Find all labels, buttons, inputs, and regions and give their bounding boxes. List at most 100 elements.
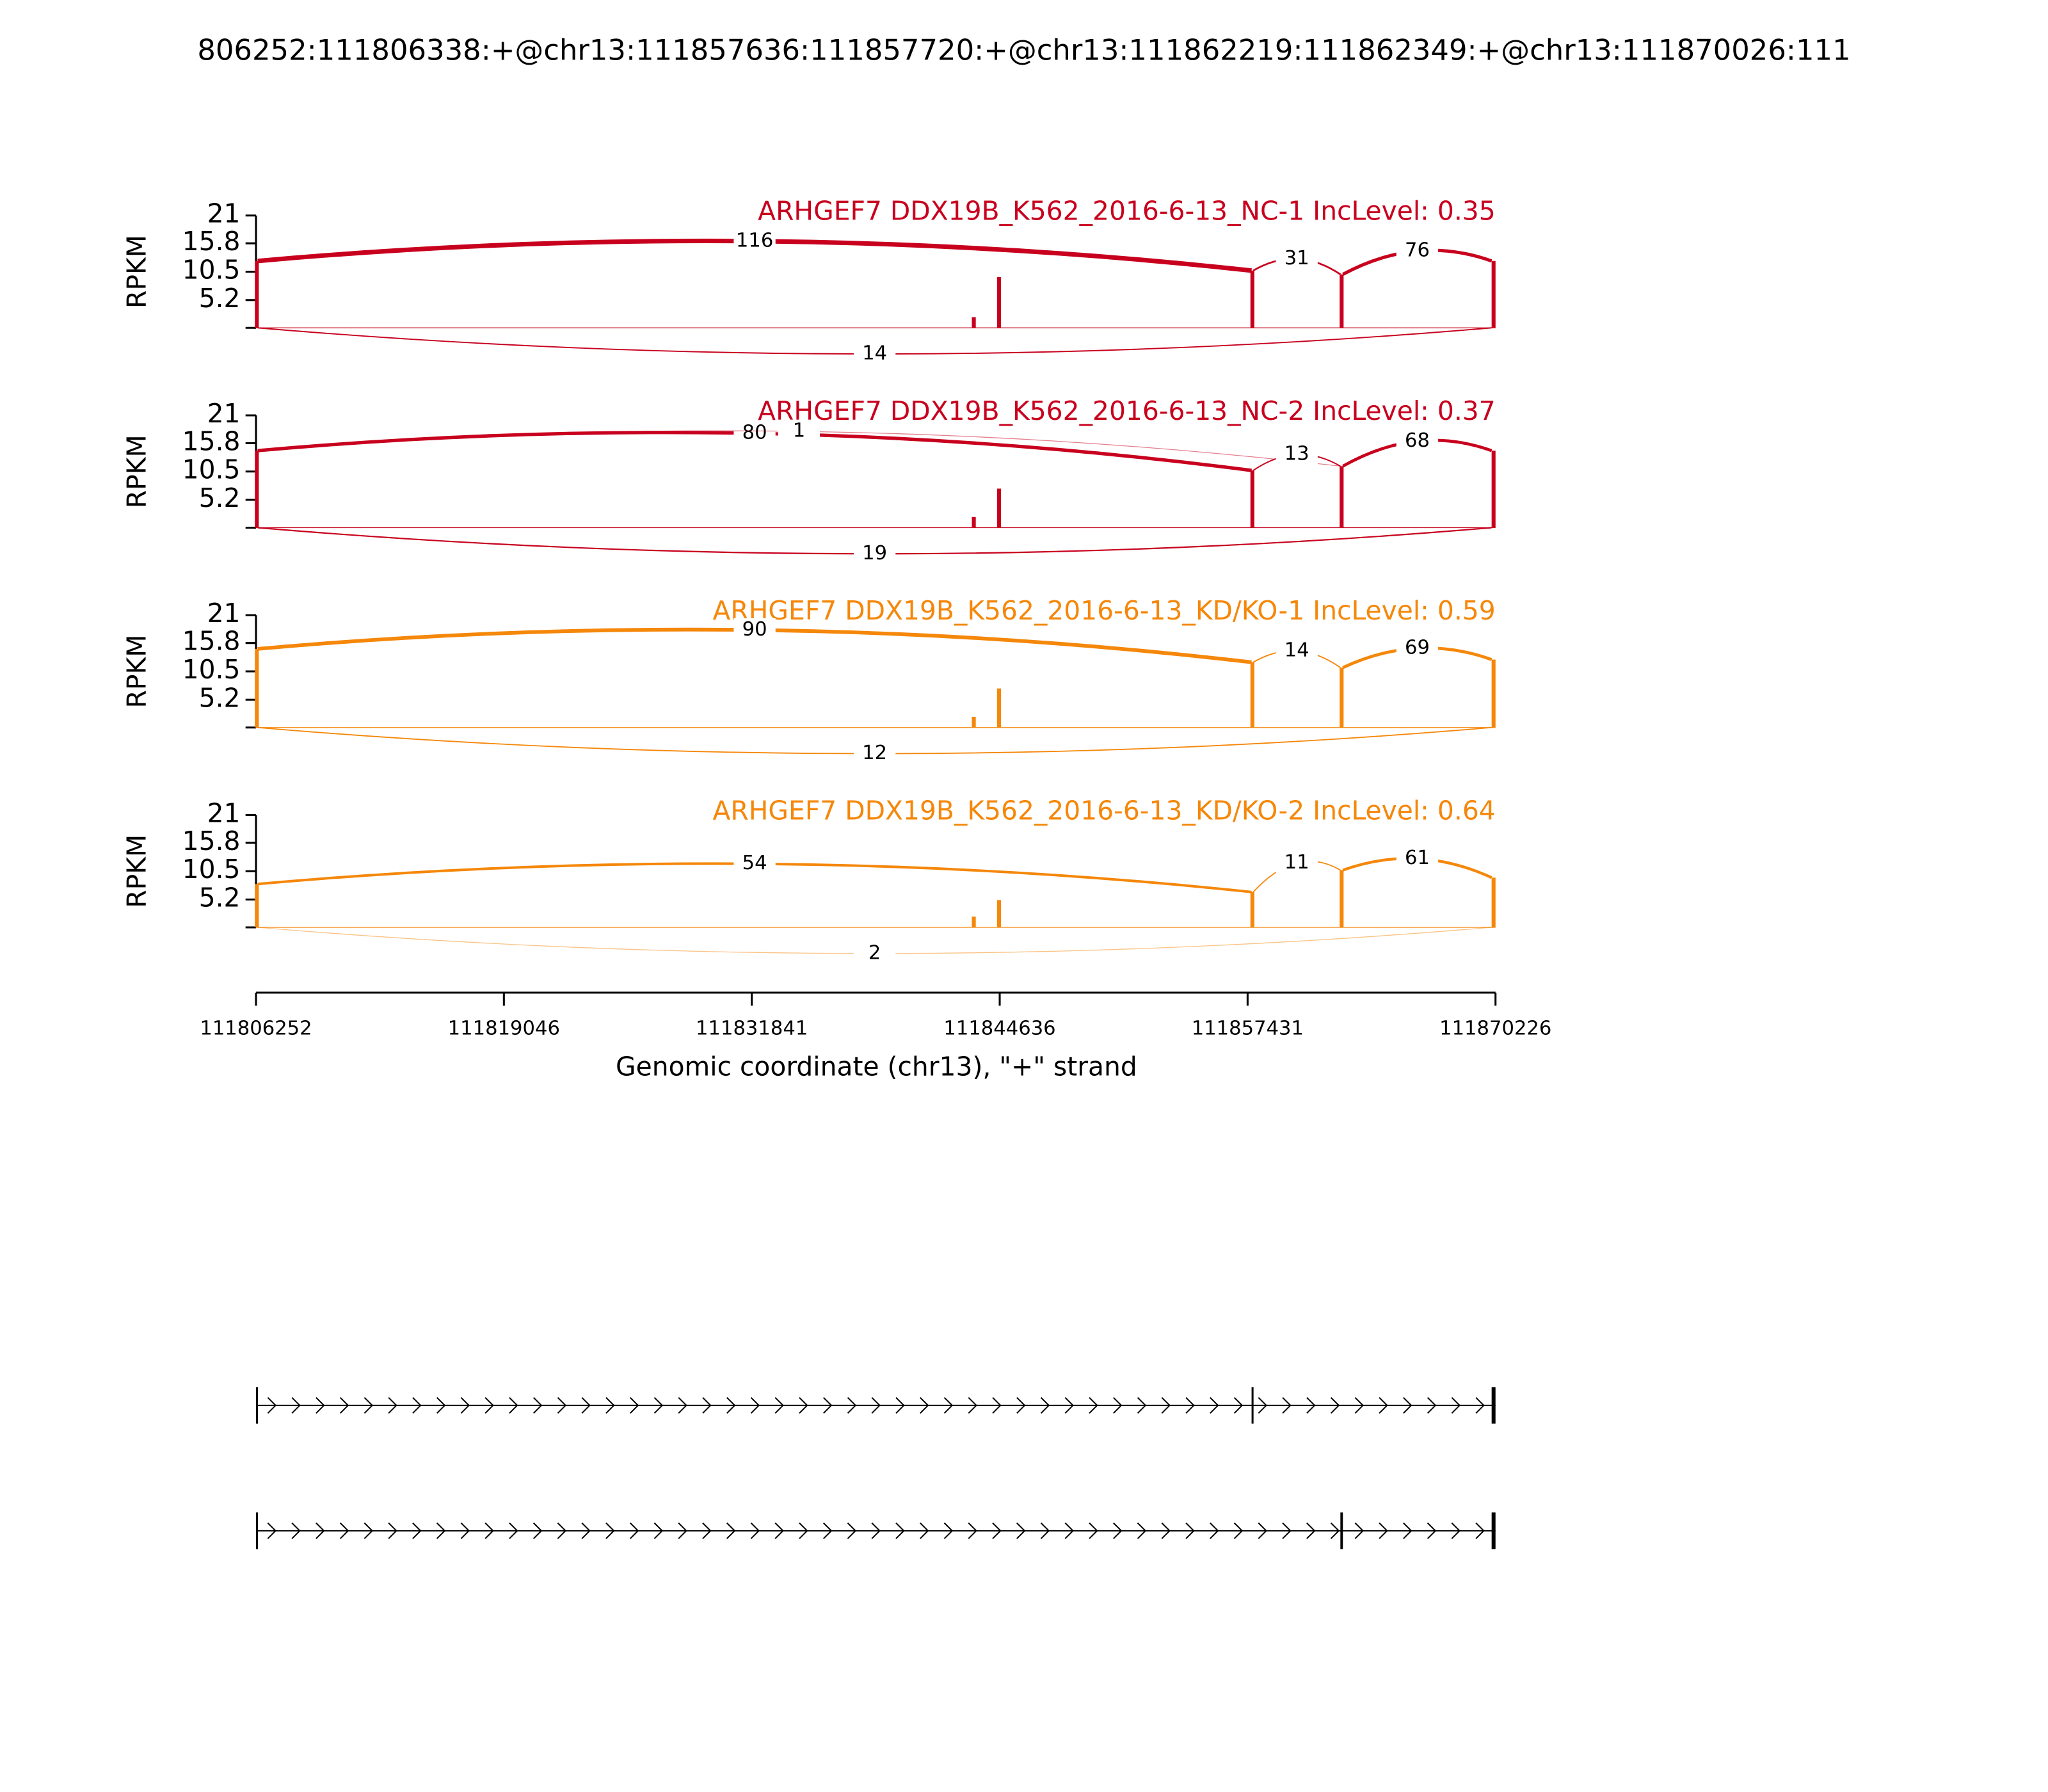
strand-arrow [799, 1522, 808, 1539]
strand-arrow [267, 1396, 277, 1414]
x-tick-label: 111857431 [1192, 1018, 1304, 1040]
coverage-bar [255, 648, 259, 728]
strand-arrow [1330, 1396, 1340, 1414]
junction-label-bg [733, 852, 776, 876]
x-tick-label: 111819046 [448, 1018, 560, 1040]
coverage-bar [972, 916, 976, 927]
junction-label: 76 [1405, 239, 1430, 262]
strand-arrow [436, 1396, 446, 1414]
strand-arrow [1040, 1522, 1050, 1539]
strand-arrow [557, 1522, 567, 1539]
strand-arrow [436, 1522, 446, 1539]
coverage-bar [1340, 466, 1344, 528]
strand-arrow [847, 1396, 857, 1414]
strand-arrow [943, 1522, 954, 1539]
strand-arrow [1113, 1396, 1123, 1414]
strand-arrow [1379, 1522, 1388, 1539]
coverage-bar [1250, 470, 1254, 528]
strand-arrow [702, 1522, 712, 1539]
coverage-bar [1340, 870, 1344, 927]
y-tick-label: 21 [207, 198, 241, 229]
y-tick-label: 21 [207, 598, 241, 628]
strand-arrow [1210, 1396, 1219, 1414]
strand-arrow [1016, 1522, 1026, 1539]
strand-arrow [968, 1396, 977, 1414]
strand-arrow [316, 1522, 325, 1539]
exon [1491, 1387, 1496, 1424]
strand-arrow [1016, 1396, 1026, 1414]
y-tick-label: 10.5 [182, 854, 241, 884]
coverage-bar [1491, 260, 1496, 328]
junction-label: 80 [742, 422, 767, 444]
junction-label-bg [778, 419, 820, 444]
strand-arrow [920, 1522, 929, 1539]
strand-arrow [1282, 1396, 1292, 1414]
y-axis-label: RPKM [121, 835, 152, 908]
strand-arrow [291, 1522, 301, 1539]
strand-arrow [1089, 1522, 1098, 1539]
strand-arrow [1427, 1396, 1437, 1414]
strand-arrow [1379, 1396, 1388, 1414]
strand-arrow [388, 1522, 397, 1539]
strand-arrow [1354, 1396, 1364, 1414]
strand-arrow [1210, 1522, 1219, 1539]
y-tick-label: 15.8 [182, 626, 241, 657]
strand-arrow [629, 1396, 639, 1414]
junction-label-bg [733, 618, 776, 642]
strand-arrow [460, 1396, 470, 1414]
strand-arrow [1451, 1396, 1461, 1414]
strand-arrow [1258, 1396, 1268, 1414]
y-tick-label: 21 [207, 398, 241, 429]
strand-arrow [364, 1522, 374, 1539]
junction-label-bg [1396, 847, 1439, 871]
strand-arrow [847, 1522, 857, 1539]
strand-arrow [702, 1396, 712, 1414]
exon [256, 1512, 259, 1549]
panel-label: ARHGEF7 DDX19B_K562_2016-6-13_NC-1 IncLe… [758, 196, 1496, 227]
coverage-bar [255, 884, 259, 927]
junction-label: 54 [742, 852, 767, 874]
strand-arrow [1089, 1396, 1098, 1414]
junction-label: 31 [1284, 247, 1309, 269]
strand-arrow [678, 1396, 687, 1414]
strand-arrow [1306, 1396, 1316, 1414]
strand-arrow [581, 1522, 591, 1539]
junction-label-bg [1396, 636, 1439, 660]
strand-arrow [1233, 1522, 1244, 1539]
chart-title: 806252:111806338:+@chr13:111857636:11185… [197, 33, 1850, 67]
strand-arrow [992, 1522, 1002, 1539]
junction-label: 90 [742, 618, 767, 641]
y-axis-label: RPKM [121, 235, 152, 308]
junction-label-bg [853, 941, 896, 966]
strand-arrow [605, 1522, 615, 1539]
strand-arrow [1161, 1522, 1171, 1539]
coverage-bar [255, 260, 259, 328]
strand-arrow [484, 1396, 494, 1414]
coverage-bar [1250, 662, 1254, 728]
strand-arrow [412, 1396, 422, 1414]
junction-label: 19 [862, 542, 887, 564]
strand-arrow [581, 1396, 591, 1414]
junction-label: 116 [736, 229, 773, 252]
strand-arrow [484, 1522, 494, 1539]
y-axis-label: RPKM [121, 435, 152, 508]
coverage-bar [1340, 668, 1344, 728]
strand-arrow [509, 1522, 518, 1539]
strand-arrow [532, 1396, 543, 1414]
junction-label: 69 [1405, 636, 1430, 659]
strand-arrow [943, 1396, 954, 1414]
strand-arrow [1185, 1522, 1195, 1539]
strand-arrow [509, 1396, 518, 1414]
y-tick-label: 5.2 [199, 483, 241, 513]
coverage-bar [972, 717, 976, 728]
coverage-bar [1491, 659, 1496, 728]
y-tick-label: 15.8 [182, 226, 241, 257]
junction-label: 12 [862, 742, 887, 764]
junction-label: 61 [1405, 847, 1430, 869]
junction-label: 14 [1284, 639, 1309, 662]
x-tick-label: 111806252 [200, 1018, 312, 1040]
strand-arrow [653, 1522, 664, 1539]
y-tick-label: 5.2 [199, 883, 241, 913]
junction-label-bg [733, 229, 776, 253]
